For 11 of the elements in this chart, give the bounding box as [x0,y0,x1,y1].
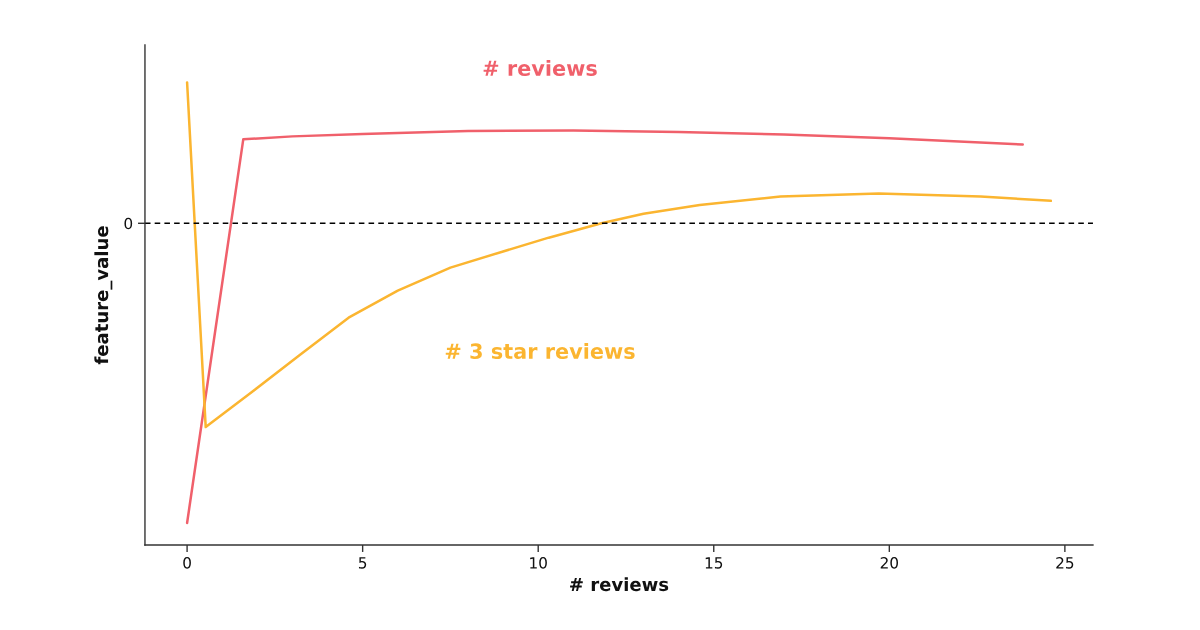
text: # reviews [483,59,597,77]
ref-line-label: 0 [124,217,133,230]
y-axis-title: feature_value [94,226,113,365]
text: # 3 star reviews [445,342,635,360]
x-tick-label: 25 [1056,557,1074,569]
x-axis-title: # reviews [570,577,669,592]
x-tick-label: 0 [183,557,191,569]
x-tick-label: 10 [530,557,547,569]
x-tick-label: 5 [358,557,367,569]
x-tick-label: 20 [880,557,899,569]
x-tick-label: 15 [705,557,723,569]
